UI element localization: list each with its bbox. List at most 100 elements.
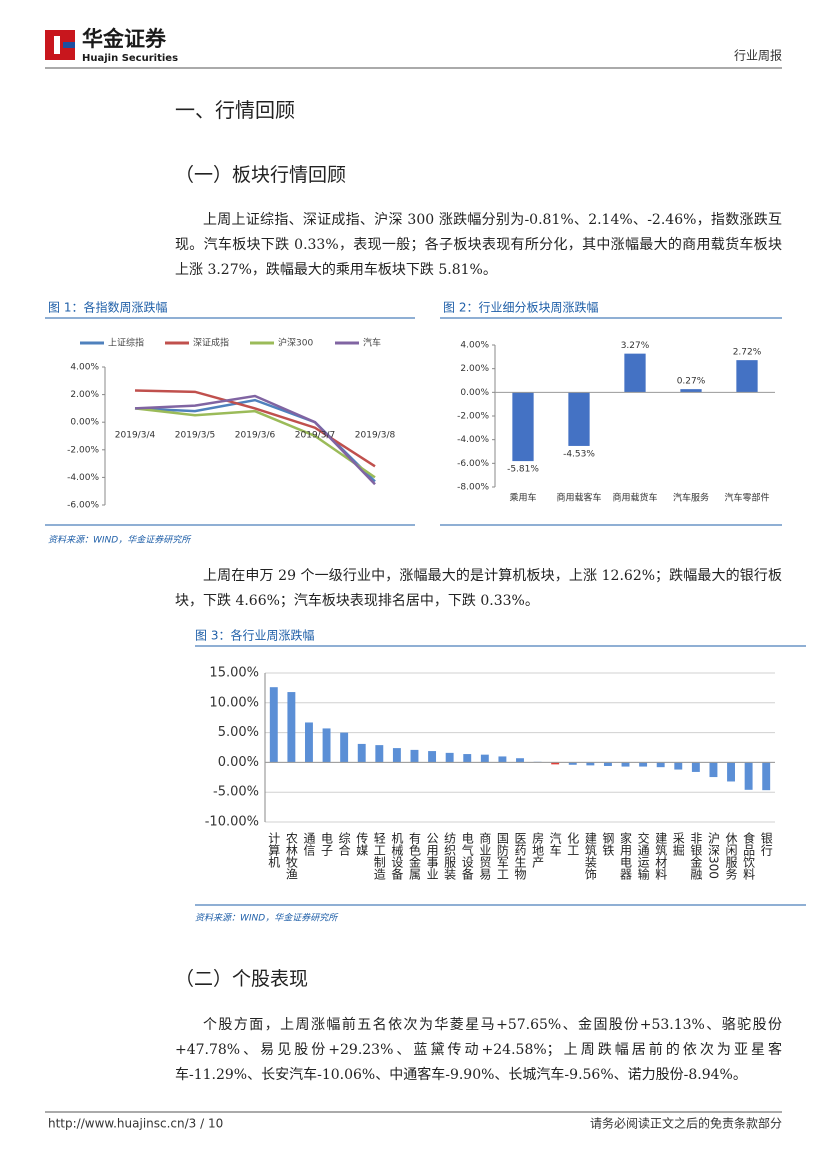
x-tick-label: 商用载客车 [556,492,601,504]
x-tick-label: 电子 [320,832,334,856]
logo-icon-cut [54,36,60,54]
x-tick-label: 商业贸易 [478,831,492,881]
bar [551,762,560,765]
bar [624,353,646,393]
bar [287,692,296,763]
bar [428,751,437,763]
x-tick-label: 农林牧渔 [284,832,298,880]
bar [305,722,313,763]
x-tick-label: 汽车零部件 [724,492,769,504]
x-tick-label: 钢铁 [601,832,615,856]
y-tick-label: 4.00% [460,341,489,351]
data-label: 2.72% [733,348,762,358]
bar [445,752,454,763]
bar [392,748,401,763]
logo-icon-bar [63,42,75,48]
y-tick-label: 0.00% [70,418,99,428]
y-tick-label: 2.00% [70,390,99,400]
x-tick-label: 计算机 [267,832,281,868]
bar [568,392,590,446]
y-tick-label: 4.00% [70,363,99,373]
footer-disclaimer: 请务必阅读正文之后的免责条款部分 [590,1116,782,1131]
bar [762,762,771,791]
y-tick-label: -6.00% [457,459,489,469]
figure-caption: 图 3：各行业周涨跌幅 [195,628,314,643]
x-tick-label: 交通运输 [636,831,650,881]
x-tick-label: 纺织服装 [443,832,457,881]
paragraph: 个股方面，上周涨幅前五名依次为华菱星马+57.65%、金固股份+53.13%、骆… [175,1017,782,1083]
bar [498,756,507,763]
line-series [134,389,376,468]
paragraph: 上周在申万 29 个一级行业中，涨幅最大的是计算机板块，上涨 12.62%；跌幅… [175,568,782,609]
y-tick-label: -8.00% [457,483,489,493]
y-tick-label: 5.00% [218,725,259,740]
bar [410,749,419,763]
bar [674,762,683,770]
y-tick-label: 0.00% [218,755,259,770]
line-series [134,394,376,486]
bar [736,360,758,393]
subsection-title: （二）个股表现 [175,968,309,990]
bar [744,762,753,790]
x-tick-label: 电气设备 [460,832,474,881]
y-tick-label: -5.00% [213,785,259,800]
x-tick-label: 银行 [759,832,773,856]
y-tick-label: -6.00% [67,501,99,511]
y-tick-label: -2.00% [67,445,99,455]
x-tick-label: 2019/3/5 [175,431,215,441]
x-tick-label: 公用事业 [425,832,439,880]
x-tick-label: 综合 [337,832,351,856]
y-tick-label: 0.00% [460,388,489,398]
y-tick-label: 10.00% [209,695,259,710]
logo-text: 华金证券 [82,27,167,51]
data-label: 0.27% [677,377,706,387]
x-tick-label: 家用电器 [619,831,633,881]
bar [375,745,384,763]
bar [586,762,595,766]
x-tick-label: 机械设备 [390,832,404,881]
figure-caption: 图 2：行业细分板块周涨跌幅 [443,300,598,315]
bar [340,732,349,763]
y-tick-label: 15.00% [209,666,259,681]
figure-source: 资料来源：WIND，华金证券研究所 [48,535,192,546]
bar [269,687,278,763]
x-tick-label: 2019/3/6 [235,431,276,441]
x-tick-label: 化工 [566,832,580,856]
x-tick-label: 乘用车 [509,492,536,504]
y-tick-label: 2.00% [460,364,489,374]
figure-source: 资料来源：WIND，华金证券研究所 [195,913,339,924]
x-tick-label: 食品饮料 [742,831,756,880]
report-type: 行业周报 [734,48,782,63]
x-tick-label: 汽车 [548,831,562,857]
bar [639,762,648,767]
x-tick-label: 休闲服务 [724,832,738,880]
x-tick-label: 2019/3/8 [355,431,396,441]
x-tick-label: 有色金属 [407,832,421,881]
legend-label: 上证综指 [108,337,144,349]
figure-caption: 图 1：各指数周涨跌幅 [48,300,167,315]
x-tick-label: 传媒 [355,831,369,856]
bar [516,758,524,763]
subsection-title: （一）板块行情回顾 [175,164,347,186]
x-tick-label: 非银金融 [689,832,703,881]
paragraph: 上周上证综指、深证成指、沪深 300 涨跌幅分别为-0.81%、2.14%、-2… [175,212,782,278]
x-tick-label: 医药生物 [513,832,527,880]
x-tick-label: 采掘 [671,832,685,857]
bar [603,762,612,766]
x-tick-label: 建筑材料 [654,832,668,880]
y-tick-label: -10.00% [205,815,259,830]
data-label: -4.53% [563,449,595,459]
bar [463,754,472,763]
data-label: -5.81% [507,465,539,475]
x-tick-label: 2019/3/4 [115,431,156,441]
bar [480,754,489,763]
x-tick-label: 通信 [302,832,316,857]
bar [691,762,700,772]
section-title: 一、行情回顾 [175,98,295,122]
bar [621,762,630,767]
data-label: 3.27% [621,341,650,351]
footer-url: http://www.huajinsc.cn/3 / 10 [48,1117,223,1131]
logo-en: Huajin Securities [82,53,178,64]
